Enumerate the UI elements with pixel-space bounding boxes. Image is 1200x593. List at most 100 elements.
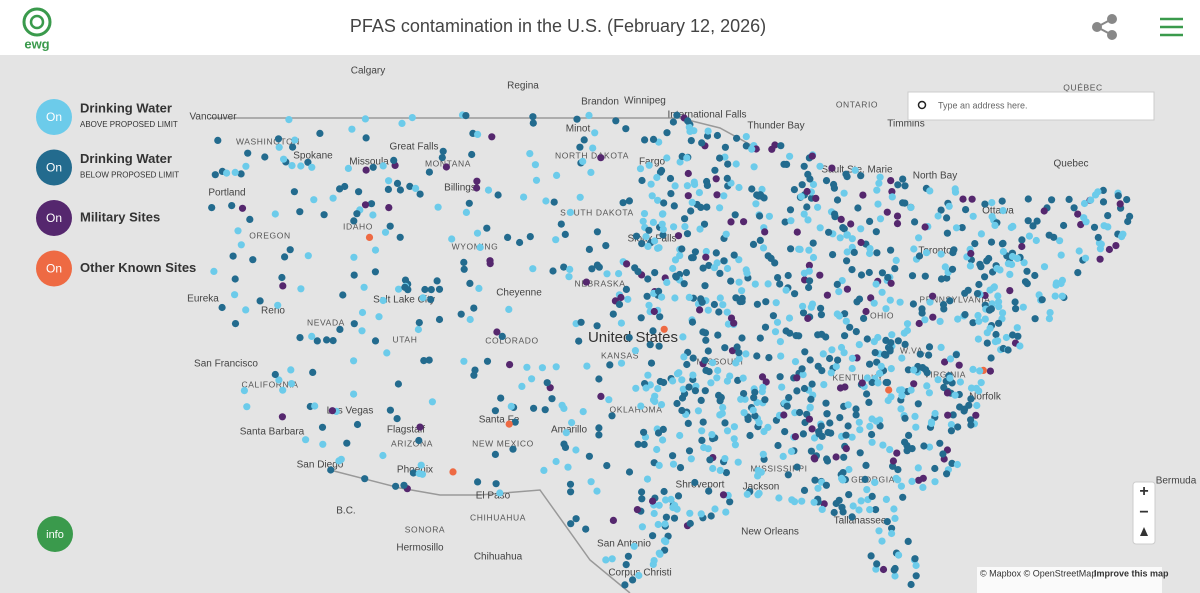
- site-dot[interactable]: [868, 378, 876, 387]
- site-dot[interactable]: [832, 453, 840, 461]
- site-dot[interactable]: [643, 475, 652, 483]
- site-dot[interactable]: [211, 171, 219, 179]
- site-dot[interactable]: [278, 413, 286, 421]
- site-dot[interactable]: [716, 204, 724, 212]
- site-dot[interactable]: [697, 295, 705, 303]
- site-dot[interactable]: [908, 272, 917, 280]
- site-dot[interactable]: [946, 374, 954, 382]
- site-dot[interactable]: [1057, 251, 1065, 259]
- info-label[interactable]: info: [46, 529, 64, 541]
- site-dot[interactable]: [793, 387, 801, 395]
- site-dot[interactable]: [905, 431, 913, 439]
- site-dot[interactable]: [721, 419, 729, 427]
- site-dot[interactable]: [309, 368, 317, 376]
- site-dot[interactable]: [667, 495, 675, 503]
- site-dot[interactable]: [697, 396, 705, 404]
- site-dot[interactable]: [806, 404, 814, 412]
- site-dot[interactable]: [844, 401, 852, 409]
- site-dot[interactable]: [807, 447, 816, 455]
- site-dot[interactable]: [835, 312, 844, 320]
- site-dot[interactable]: [474, 130, 482, 138]
- site-dot[interactable]: [897, 405, 905, 413]
- site-dot[interactable]: [983, 339, 991, 347]
- site-dot[interactable]: [927, 419, 936, 427]
- site-dot[interactable]: [608, 412, 616, 420]
- site-dot[interactable]: [740, 390, 748, 398]
- site-dot[interactable]: [723, 174, 731, 182]
- site-dot[interactable]: [732, 359, 740, 367]
- site-dot[interactable]: [704, 347, 712, 355]
- zoom-out[interactable]: −: [1139, 504, 1148, 521]
- site-dot[interactable]: [954, 315, 962, 323]
- site-dot[interactable]: [973, 290, 982, 298]
- site-dot[interactable]: [615, 300, 624, 308]
- site-dot[interactable]: [782, 286, 790, 294]
- site-dot[interactable]: [328, 407, 336, 415]
- site-dot[interactable]: [218, 303, 226, 312]
- site-dot[interactable]: [648, 192, 656, 200]
- site-dot[interactable]: [887, 177, 895, 185]
- site-dot[interactable]: [843, 173, 851, 181]
- site-dot[interactable]: [716, 397, 724, 405]
- site-dot[interactable]: [1045, 315, 1053, 323]
- site-dot[interactable]: [898, 354, 906, 362]
- site-dot[interactable]: [491, 407, 499, 415]
- site-dot[interactable]: [645, 226, 653, 234]
- site-dot[interactable]: [855, 418, 863, 426]
- site-dot[interactable]: [643, 292, 651, 300]
- site-dot[interactable]: [637, 402, 645, 410]
- site-dot[interactable]: [678, 245, 686, 253]
- site-dot[interactable]: [650, 557, 658, 565]
- site-dot[interactable]: [289, 143, 297, 151]
- site-dot[interactable]: [699, 418, 707, 426]
- site-dot[interactable]: [742, 133, 750, 141]
- site-dot[interactable]: [742, 142, 750, 150]
- site-dot[interactable]: [573, 115, 581, 123]
- site-dot[interactable]: [785, 314, 794, 322]
- site-dot[interactable]: [762, 378, 770, 386]
- site-dot[interactable]: [799, 309, 808, 317]
- site-dot[interactable]: [892, 256, 900, 264]
- site-dot[interactable]: [737, 395, 745, 403]
- site-dot[interactable]: [655, 461, 663, 469]
- site-dot[interactable]: [926, 187, 934, 195]
- site-dot[interactable]: [845, 465, 853, 474]
- site-dot[interactable]: [811, 476, 819, 484]
- site-dot[interactable]: [679, 333, 687, 341]
- compass[interactable]: [1140, 527, 1148, 536]
- site-dot[interactable]: [644, 242, 652, 250]
- site-dot[interactable]: [308, 163, 316, 171]
- site-dot[interactable]: [538, 364, 547, 372]
- site-dot[interactable]: [291, 136, 299, 144]
- site-dot[interactable]: [344, 164, 352, 172]
- legend-toggle[interactable]: [36, 99, 72, 135]
- site-dot[interactable]: [348, 125, 356, 133]
- site-dot[interactable]: [848, 266, 856, 274]
- site-dot[interactable]: [624, 552, 633, 560]
- site-dot[interactable]: [358, 327, 366, 335]
- site-dot[interactable]: [498, 332, 506, 340]
- site-dot[interactable]: [712, 175, 720, 183]
- site-dot[interactable]: [964, 286, 972, 294]
- site-dot[interactable]: [684, 192, 692, 200]
- site-dot[interactable]: [949, 411, 957, 419]
- site-dot[interactable]: [831, 213, 839, 221]
- site-dot[interactable]: [995, 319, 1003, 327]
- site-dot[interactable]: [798, 181, 806, 189]
- site-dot[interactable]: [638, 488, 646, 496]
- site-dot[interactable]: [720, 257, 728, 265]
- site-dot[interactable]: [859, 191, 867, 199]
- site-dot[interactable]: [1112, 242, 1120, 250]
- site-dot[interactable]: [1008, 260, 1016, 268]
- site-dot[interactable]: [1023, 267, 1031, 275]
- site-dot[interactable]: [603, 462, 611, 470]
- site-dot[interactable]: [784, 471, 792, 479]
- site-dot[interactable]: [703, 203, 711, 211]
- site-dot[interactable]: [1097, 240, 1105, 248]
- site-dot[interactable]: [888, 524, 896, 532]
- site-dot[interactable]: [428, 398, 436, 406]
- site-dot[interactable]: [353, 210, 361, 218]
- site-dot[interactable]: [796, 245, 804, 253]
- site-dot[interactable]: [1077, 221, 1085, 229]
- site-dot[interactable]: [734, 376, 742, 384]
